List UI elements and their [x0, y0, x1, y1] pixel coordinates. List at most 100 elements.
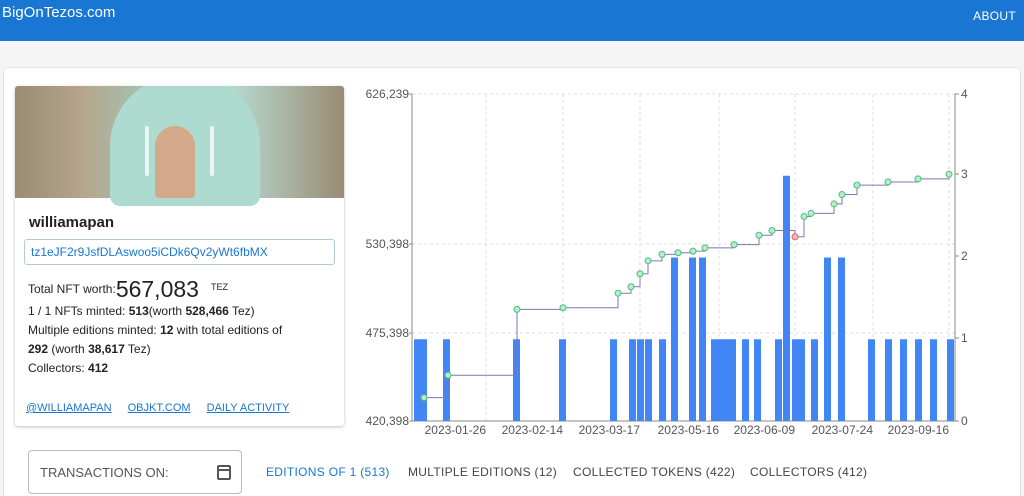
series-point [807, 209, 815, 217]
profile-name: williamapan [29, 214, 115, 231]
y-left-tick-label: 626,239 [366, 87, 410, 101]
multi-editions-row-2: 292 (worth 38,617 Tez) [28, 342, 151, 356]
x-tick-label: 2023-01-26 [425, 423, 487, 436]
collectors-label: Collectors: [28, 361, 85, 375]
worth-unit: TEZ [210, 282, 228, 292]
minted-worth: 528,466 [185, 304, 229, 318]
multi-editions-row: Multiple editions minted: 12 with total … [28, 323, 282, 337]
worth-chart: 626,239 530,398 475,398 420,398 4 3 2 1 0 2023-01… [366, 87, 968, 436]
series-point [636, 270, 644, 278]
chart-bar [645, 339, 652, 421]
y-right-tick-label: 2 [961, 249, 968, 263]
chart-bar [717, 339, 724, 421]
series-point [689, 247, 697, 255]
multi-editions: 292 [28, 342, 49, 356]
y-left-tick-label: 475,398 [366, 326, 410, 340]
chart-bar [689, 257, 696, 421]
y-left-tick-label: 420,398 [366, 414, 410, 428]
series-point [627, 283, 635, 291]
y-right-tick-label: 0 [961, 414, 968, 428]
series-point [791, 233, 799, 241]
series-point [800, 212, 808, 220]
x-tick-label: 2023-06-09 [734, 423, 796, 436]
series-point [701, 244, 709, 252]
chart-bar [915, 339, 922, 421]
multi-label: Multiple editions minted: [28, 323, 157, 337]
transactions-label: TRANSACTIONS ON: [40, 465, 169, 480]
twitter-link[interactable]: @WILLIAMAPAN [26, 402, 112, 414]
chart-bar [868, 339, 875, 421]
chart-bar [783, 175, 790, 421]
series-point [444, 371, 452, 379]
chart-bar [559, 339, 566, 421]
profile-links: @WILLIAMAPAN OBJKT.COM DAILY ACTIVITY [26, 402, 302, 414]
chart-bar [414, 339, 421, 421]
series-point [420, 394, 428, 402]
chart-bar [798, 339, 805, 421]
series-point [513, 305, 521, 313]
y-right-tick-label: 4 [961, 87, 968, 101]
minted-count: 513 [128, 304, 149, 318]
chart-bar [443, 339, 450, 421]
series-point [884, 178, 892, 186]
wallet-address-field[interactable]: tz1eJF2r9JsfDLAswoo5iCDk6Qv2yWt6fbMX [24, 239, 335, 265]
series-point [730, 241, 738, 249]
chart-bar [659, 339, 666, 421]
chart-bar [754, 339, 761, 421]
series-point [559, 304, 567, 312]
multi-count: 12 [160, 323, 174, 337]
series-point [945, 170, 953, 178]
series-point [830, 200, 838, 208]
chart-bar [838, 257, 845, 421]
app-bar: BigOnTezos.com ABOUT [0, 0, 1024, 41]
x-tick-label: 2023-05-16 [658, 423, 720, 436]
minted-row: 1 / 1 NFTs minted: 513(worth 528,466 Tez… [28, 304, 255, 318]
y-right-tick-label: 1 [961, 331, 968, 345]
tab-multiple-editions[interactable]: MULTIPLE EDITIONS (12) [408, 465, 558, 479]
series-point [674, 249, 682, 257]
x-tick-label: 2023-03-17 [579, 423, 641, 436]
minted-worth-suffix: Tez) [231, 304, 255, 318]
profile-card: williamapan tz1eJF2r9JsfDLAswoo5iCDk6Qv2… [15, 86, 344, 426]
collectors-row: Collectors: 412 [28, 361, 108, 375]
multi-worth: 38,617 [88, 342, 125, 356]
series-point [644, 257, 652, 265]
chart-bar [711, 339, 718, 421]
objkt-link[interactable]: OBJKT.COM [127, 402, 191, 414]
chart-bar [742, 339, 749, 421]
chart-bar [629, 339, 636, 421]
x-tick-label: 2023-07-24 [812, 423, 874, 436]
y-right-tick-label: 3 [961, 167, 968, 181]
series-point [853, 181, 861, 189]
multi-worth-suffix: Tez) [127, 342, 151, 356]
about-link[interactable]: ABOUT [973, 9, 1016, 23]
chart-bar [729, 339, 736, 421]
chart-bar [885, 339, 892, 421]
chart-bar [610, 339, 617, 421]
chart-bar [824, 257, 831, 421]
daily-activity-link[interactable]: DAILY ACTIVITY [206, 402, 290, 414]
tab-collectors[interactable]: COLLECTORS (412) [750, 465, 868, 479]
chart-bar [900, 339, 907, 421]
multi-mid: with total editions of [176, 323, 283, 337]
brand-link[interactable]: BigOnTezos.com [2, 4, 116, 21]
series-point [755, 231, 763, 239]
chart-bar [513, 339, 520, 421]
minted-worth-prefix: (worth [148, 304, 183, 318]
minted-label: 1 / 1 NFTs minted: [28, 304, 126, 318]
series-point [658, 250, 666, 258]
chart-bar [947, 339, 954, 421]
x-tick-label: 2023-02-14 [502, 423, 564, 436]
transactions-date-picker[interactable]: TRANSACTIONS ON: [28, 450, 242, 494]
total-worth-label: Total NFT worth: [28, 282, 116, 296]
tab-collected-tokens[interactable]: COLLECTED TOKENS (422) [573, 465, 736, 479]
chart-bar [699, 257, 706, 421]
chart-bar [775, 339, 782, 421]
y-left-tick-label: 530,398 [366, 237, 410, 251]
chart-bar [792, 339, 799, 421]
series-point [768, 227, 776, 235]
chart-bar [671, 257, 678, 421]
tab-editions-of-1[interactable]: EDITIONS OF 1 (513) [266, 465, 390, 479]
chart-bar [637, 339, 644, 421]
calendar-icon[interactable] [217, 465, 231, 480]
